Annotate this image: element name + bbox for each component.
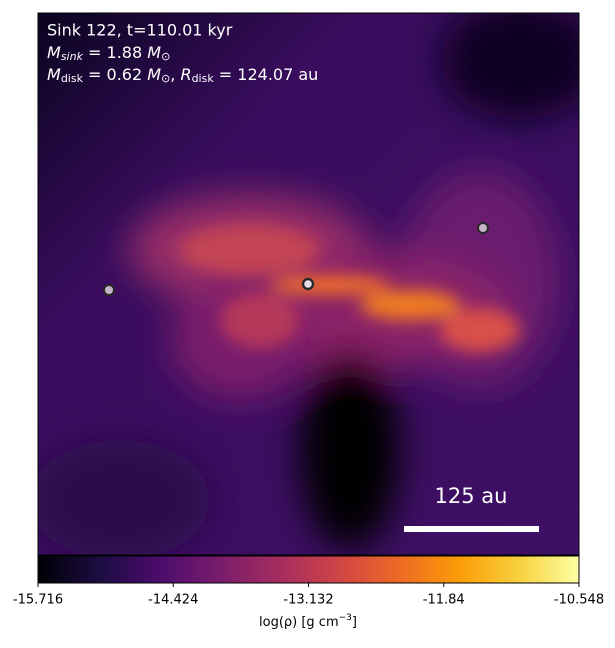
colorbar-label: log(ρ) [g cm−3] (259, 613, 357, 630)
tick-label: -10.548 (554, 593, 604, 608)
scale-bar-label: 125 au (435, 484, 508, 508)
sink-label: Sink 122, t=110.01 kyr (47, 21, 233, 40)
tick-label: -15.716 (13, 593, 63, 608)
tick-label: -11.84 (423, 593, 465, 608)
tick-label: -13.132 (283, 593, 333, 608)
colorbar (37, 555, 580, 584)
sink-mass: Msink = 1.88 M⊙ (47, 43, 170, 64)
density-map (38, 13, 579, 555)
tick-label: -14.424 (148, 593, 198, 608)
scale-bar (404, 526, 539, 532)
disk-props: Mdisk = 0.62 M⊙, Rdisk = 124.07 au (47, 65, 318, 86)
